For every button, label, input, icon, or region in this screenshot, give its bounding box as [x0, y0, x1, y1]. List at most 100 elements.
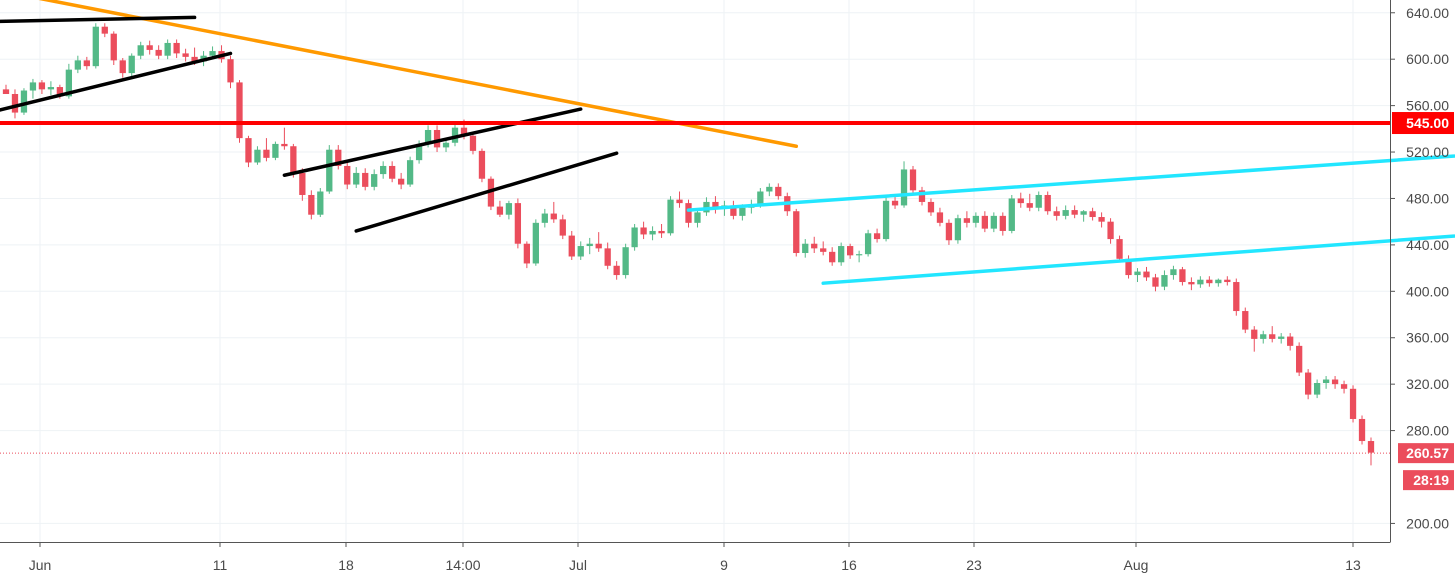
candle-body	[478, 150, 486, 179]
candle-body	[802, 243, 809, 254]
candle-body	[1206, 279, 1213, 284]
x-tick-label: Jun	[29, 557, 52, 573]
candle-body	[1026, 203, 1033, 208]
candle-body	[442, 142, 450, 148]
candle-body	[209, 51, 216, 56]
candle-body	[838, 246, 845, 263]
candle-body	[299, 172, 306, 195]
x-tick-label: Aug	[1124, 557, 1149, 573]
candle-body	[308, 194, 315, 215]
level-price-tag	[1392, 112, 1454, 135]
candle-body	[380, 165, 387, 175]
candle-body	[730, 205, 737, 216]
candle-body	[694, 212, 701, 223]
candle-body	[1071, 210, 1078, 215]
candle-body	[514, 203, 522, 244]
candle-body	[317, 191, 324, 215]
black-line-3	[282, 107, 583, 178]
candle-body	[595, 243, 602, 249]
candle-body	[999, 215, 1006, 231]
candle-body	[1367, 441, 1375, 453]
candle-body	[532, 222, 539, 264]
candle-body	[460, 127, 468, 136]
candle-body	[586, 243, 593, 247]
x-tick-label: 14:00	[445, 557, 480, 573]
candle-body	[326, 149, 333, 192]
candle-body	[577, 246, 584, 257]
candle-body	[1224, 279, 1231, 283]
candle-body	[415, 143, 423, 161]
candle-body	[523, 243, 530, 264]
candle-body	[1053, 211, 1060, 216]
candle-body	[335, 149, 342, 166]
candle-body	[1107, 221, 1114, 240]
candle-body	[712, 201, 719, 209]
black-line-2	[0, 51, 233, 112]
y-tick-label: 280.00	[1406, 423, 1449, 439]
candle-body	[1116, 239, 1123, 259]
candle-body	[820, 248, 827, 252]
candle-body	[847, 246, 854, 256]
candle-body	[1278, 336, 1285, 339]
candle-body	[658, 230, 665, 234]
candle-body	[272, 143, 279, 158]
candle-body	[909, 169, 917, 191]
candle-body	[1125, 258, 1132, 276]
y-tick-label: 320.00	[1406, 376, 1449, 392]
candle-body	[873, 233, 881, 240]
candle-body	[110, 33, 117, 61]
candle-body	[882, 200, 890, 240]
candle-body	[362, 172, 369, 187]
x-tick-label: 11	[213, 557, 228, 573]
candle-body	[245, 138, 252, 163]
candle-body	[640, 227, 647, 235]
candle-body	[1233, 282, 1240, 312]
x-tick-label: 16	[841, 557, 857, 573]
x-tick-label: 18	[338, 557, 354, 573]
y-tick-label: 400.00	[1406, 283, 1449, 299]
candle-body	[613, 265, 620, 276]
candle-body	[829, 251, 836, 263]
candle-body	[1170, 269, 1177, 276]
candle-body	[182, 53, 189, 57]
candle-body	[11, 94, 19, 113]
candle-body	[1134, 271, 1141, 276]
candle-body	[918, 190, 926, 202]
candle-body	[1340, 384, 1348, 389]
x-tick-label: 9	[720, 557, 728, 573]
candle-body	[29, 82, 37, 91]
candle-body	[1287, 336, 1294, 346]
candle-body	[281, 143, 288, 147]
y-tick-label: 480.00	[1406, 190, 1449, 206]
candle-body	[38, 82, 46, 90]
cyan-channel-lower	[821, 234, 1455, 285]
candle-body	[74, 60, 81, 70]
candle-body	[676, 199, 683, 204]
candle-body	[936, 212, 944, 223]
price-levels	[0, 121, 1390, 454]
candle-body	[1197, 279, 1204, 285]
candle-body	[1035, 194, 1042, 208]
candle-body	[173, 42, 180, 54]
candle-body	[1044, 194, 1051, 212]
candle-body	[406, 160, 414, 185]
level-price-tag-label: 545.00	[1406, 115, 1449, 131]
candle-body	[972, 215, 980, 223]
candle-body	[559, 219, 566, 236]
candle-body	[1313, 382, 1321, 395]
x-tick-label: Jul	[569, 557, 587, 573]
candle-body	[469, 135, 477, 151]
candle-body	[128, 55, 135, 74]
candle-body	[164, 42, 171, 56]
black-line-1	[0, 15, 197, 24]
x-tick-label: 23	[966, 557, 982, 573]
candle-body	[1179, 269, 1186, 283]
candle-body	[433, 129, 441, 148]
candle-body	[568, 235, 575, 257]
candle-body	[496, 206, 504, 215]
candle-body	[1215, 279, 1222, 284]
candle-body	[424, 129, 432, 144]
candle-body	[793, 211, 800, 254]
